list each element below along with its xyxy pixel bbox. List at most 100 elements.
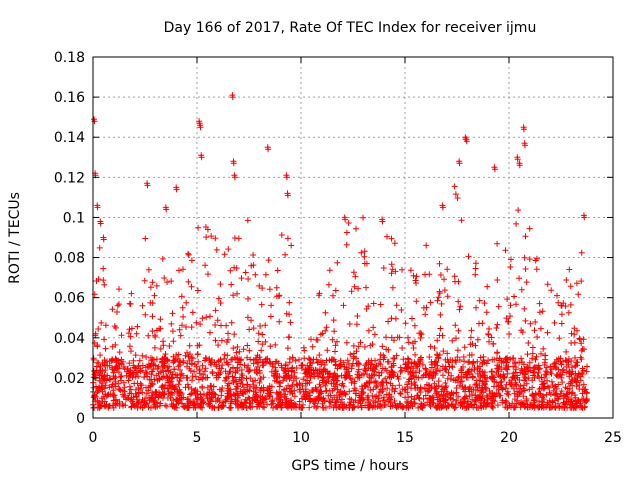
data-point bbox=[126, 326, 133, 333]
data-point bbox=[117, 387, 124, 394]
data-point bbox=[405, 404, 412, 411]
data-point bbox=[348, 288, 355, 295]
data-point bbox=[284, 235, 291, 242]
data-point bbox=[399, 345, 406, 351]
data-point bbox=[207, 329, 213, 336]
data-point bbox=[447, 395, 454, 402]
data-point bbox=[204, 226, 211, 233]
data-point bbox=[567, 401, 574, 408]
data-point bbox=[445, 403, 452, 410]
data-point bbox=[184, 404, 191, 411]
data-point bbox=[160, 391, 167, 398]
data-point bbox=[456, 357, 463, 363]
data-point bbox=[292, 357, 299, 364]
data-point bbox=[301, 355, 308, 362]
data-point bbox=[201, 368, 208, 375]
data-point bbox=[502, 247, 509, 254]
data-point bbox=[178, 293, 185, 300]
data-point bbox=[483, 378, 490, 385]
data-point bbox=[247, 375, 254, 382]
data-point bbox=[352, 273, 359, 280]
data-point bbox=[252, 271, 259, 278]
data-point bbox=[98, 319, 105, 326]
data-point bbox=[188, 283, 195, 290]
data-point bbox=[101, 375, 107, 382]
data-point bbox=[230, 379, 237, 385]
data-point bbox=[254, 370, 261, 377]
data-point bbox=[483, 403, 489, 410]
data-point bbox=[444, 266, 451, 273]
data-point bbox=[259, 341, 266, 348]
data-point bbox=[432, 372, 439, 378]
data-point bbox=[383, 346, 390, 353]
data-point bbox=[194, 351, 201, 358]
data-point bbox=[474, 358, 481, 365]
x-tick-label: 25 bbox=[604, 430, 622, 446]
data-point bbox=[133, 394, 140, 400]
data-point bbox=[147, 284, 154, 291]
data-point bbox=[246, 387, 253, 394]
data-point bbox=[405, 334, 411, 341]
data-point bbox=[488, 334, 495, 341]
data-point bbox=[129, 374, 136, 381]
data-point bbox=[246, 347, 253, 354]
data-point bbox=[212, 322, 219, 328]
data-point bbox=[379, 382, 386, 389]
data-point bbox=[486, 325, 492, 332]
data-point bbox=[273, 284, 280, 291]
data-point bbox=[309, 343, 316, 350]
data-point bbox=[286, 311, 293, 318]
data-point bbox=[194, 287, 201, 294]
data-point bbox=[258, 301, 265, 308]
data-point bbox=[408, 393, 415, 400]
data-point bbox=[465, 404, 472, 411]
data-point bbox=[411, 400, 418, 407]
data-point bbox=[535, 369, 542, 376]
data-point bbox=[296, 380, 303, 387]
data-point bbox=[332, 348, 338, 355]
data-point bbox=[383, 391, 390, 398]
data-point bbox=[495, 303, 502, 310]
data-point bbox=[156, 325, 163, 332]
data-point bbox=[321, 398, 328, 405]
y-axis-label: ROTI / TECUs bbox=[7, 192, 23, 284]
data-point bbox=[419, 361, 426, 368]
data-point bbox=[366, 401, 373, 407]
data-point bbox=[177, 389, 184, 396]
data-point bbox=[299, 382, 306, 389]
data-point bbox=[245, 276, 252, 282]
data-point bbox=[296, 356, 302, 363]
data-point bbox=[330, 292, 336, 299]
data-point bbox=[126, 343, 133, 350]
data-point bbox=[233, 378, 240, 385]
data-point bbox=[264, 401, 271, 408]
data-point bbox=[405, 356, 412, 363]
data-point bbox=[347, 375, 354, 382]
data-point bbox=[127, 333, 134, 340]
data-point bbox=[282, 391, 289, 398]
data-point bbox=[322, 309, 329, 316]
data-point bbox=[513, 301, 519, 308]
data-point bbox=[376, 402, 383, 409]
data-point bbox=[93, 367, 100, 374]
data-point bbox=[521, 387, 528, 394]
data-point bbox=[370, 372, 376, 379]
data-point bbox=[523, 279, 530, 286]
data-point bbox=[489, 400, 496, 407]
data-point bbox=[331, 328, 338, 335]
data-point bbox=[247, 404, 254, 411]
data-point bbox=[196, 367, 203, 374]
data-point bbox=[96, 384, 102, 391]
data-point bbox=[452, 322, 459, 329]
data-point bbox=[202, 354, 209, 361]
data-point bbox=[572, 378, 579, 385]
data-point bbox=[302, 396, 309, 403]
data-point bbox=[566, 385, 573, 392]
data-point bbox=[199, 383, 206, 390]
data-point bbox=[538, 350, 544, 357]
data-point bbox=[274, 378, 280, 385]
data-point bbox=[436, 260, 443, 267]
data-point bbox=[451, 183, 458, 190]
data-point bbox=[250, 325, 257, 332]
